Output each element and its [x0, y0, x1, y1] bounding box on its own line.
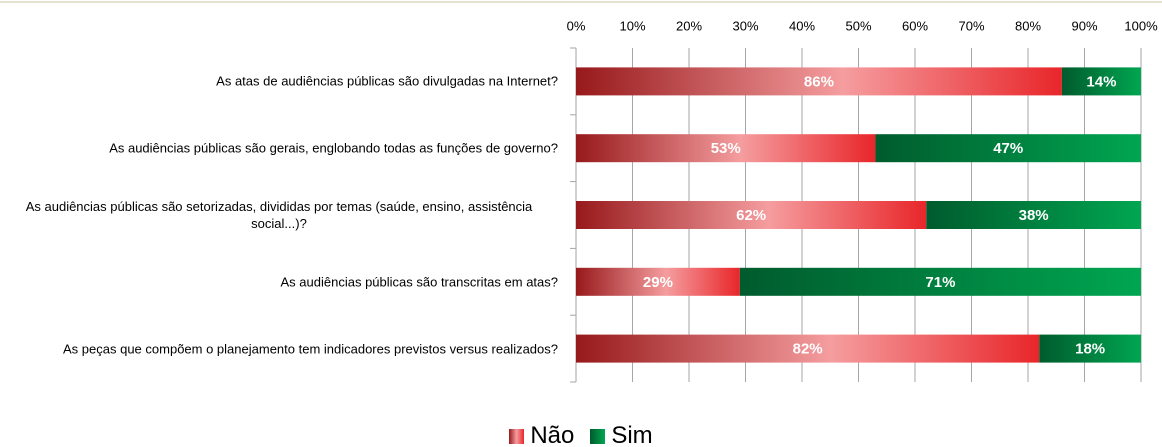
legend-label: Sim	[611, 422, 653, 447]
data-label: 82%	[793, 341, 823, 358]
category-label: As audiências públicas são gerais, englo…	[109, 140, 558, 156]
x-tick-label: 30%	[732, 18, 758, 33]
legend-swatch	[590, 428, 606, 444]
data-label: 14%	[1086, 73, 1116, 90]
x-tick-label: 90%	[1071, 18, 1097, 33]
x-tick-label: 50%	[845, 18, 871, 33]
data-label: 53%	[711, 140, 741, 157]
bar-segment	[739, 267, 1141, 296]
category-label: As peças que compõem o planejamento tem …	[63, 341, 558, 357]
bar-segment	[576, 67, 1062, 96]
data-label: 47%	[993, 140, 1023, 157]
x-tick-label: 10%	[619, 18, 645, 33]
bar-segment	[1039, 334, 1141, 363]
bar-segment	[875, 134, 1141, 163]
x-tick-label: 20%	[676, 18, 702, 33]
data-label: 62%	[736, 207, 766, 224]
x-tick-label: 0%	[567, 18, 586, 33]
data-label: 29%	[643, 274, 673, 291]
bar-segment	[576, 201, 927, 229]
data-label: 71%	[925, 274, 955, 291]
category-label: As atas de audiências públicas são divul…	[216, 73, 558, 89]
legend: Não Sim	[0, 422, 1162, 447]
data-label: 86%	[804, 73, 834, 90]
bar-segment	[1061, 67, 1141, 96]
legend-swatch	[509, 428, 525, 444]
x-tick-label: 70%	[958, 18, 984, 33]
bar-segment	[576, 267, 740, 296]
bar-segment	[576, 134, 876, 163]
x-tick-label: 80%	[1015, 18, 1041, 33]
data-label: 38%	[1019, 207, 1049, 224]
category-label: As audiências públicas são transcritas e…	[280, 274, 558, 290]
category-label: As audiências públicas são setorizadas, …	[25, 199, 533, 231]
legend-label: Não	[530, 422, 575, 447]
legend-item: Não	[509, 422, 574, 447]
x-tick-label: 40%	[789, 18, 815, 33]
legend-item: Sim	[590, 422, 653, 447]
x-tick-label: 60%	[902, 18, 928, 33]
bar-segment	[576, 334, 1040, 363]
x-tick-label: 100%	[1124, 18, 1158, 33]
bar-segment	[926, 201, 1141, 229]
data-label: 18%	[1075, 341, 1105, 358]
